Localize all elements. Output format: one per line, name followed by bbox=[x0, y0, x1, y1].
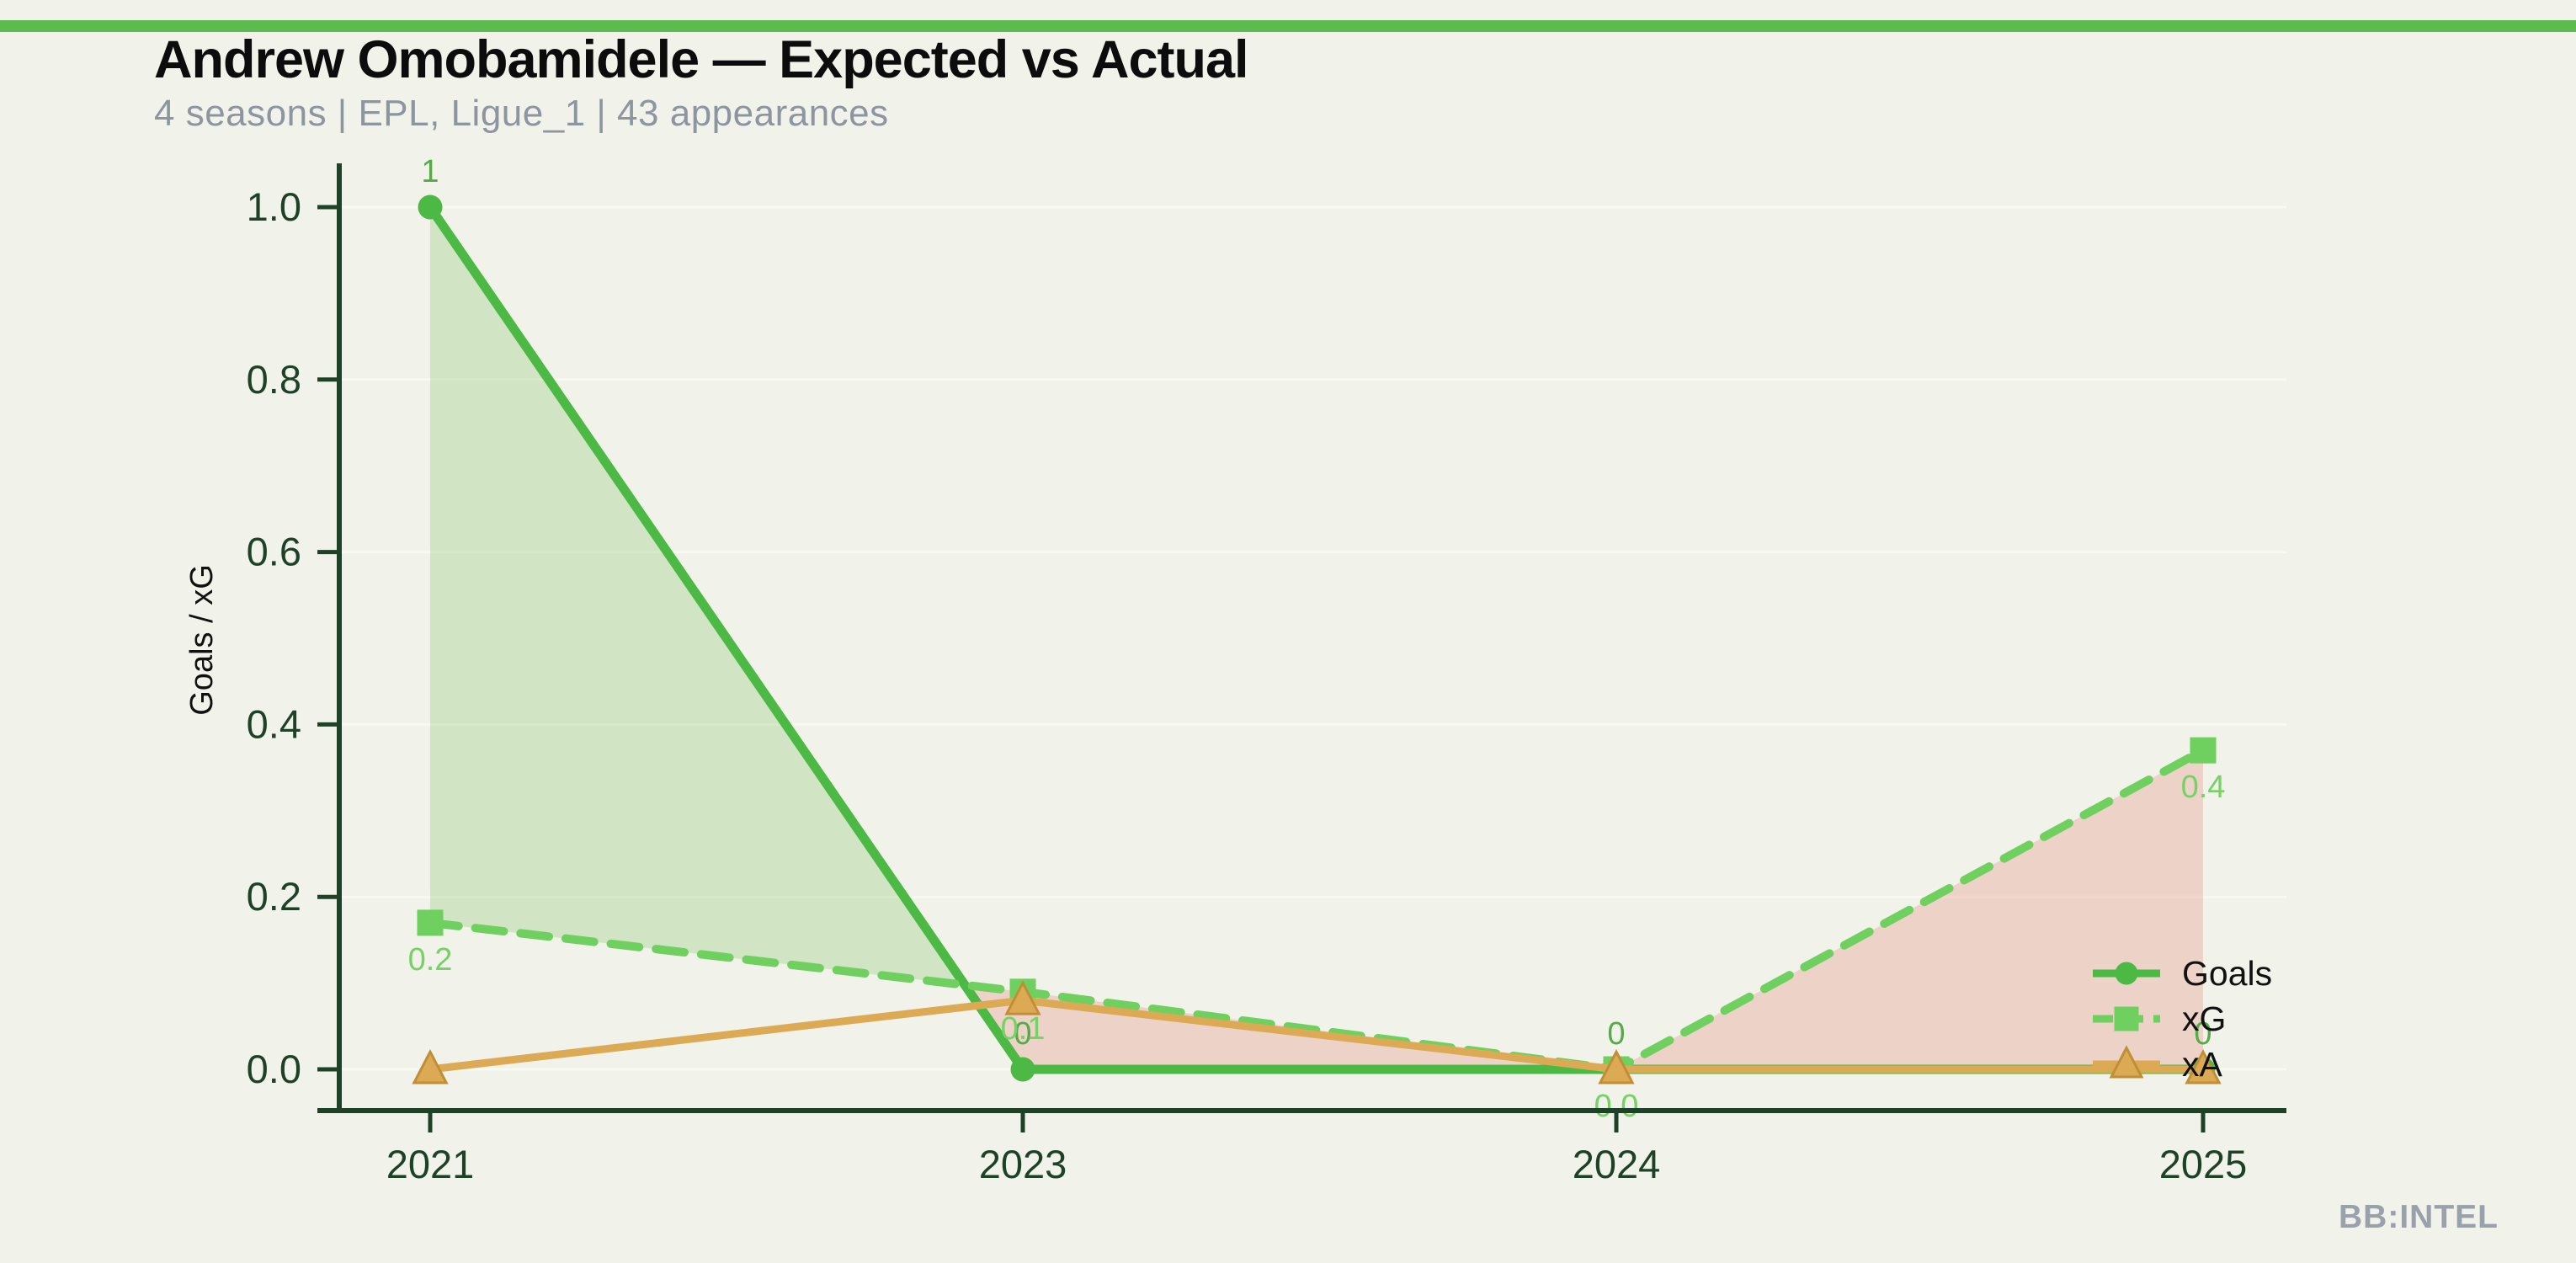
xg-line bbox=[426, 746, 2207, 1074]
xg-point-label: 0.4 bbox=[2181, 770, 2226, 805]
y-tick-label: 1.0 bbox=[247, 184, 301, 229]
accent-top-bar bbox=[0, 20, 2576, 32]
x-tick-label: 2025 bbox=[2159, 1142, 2248, 1186]
x-tick-label: 2021 bbox=[386, 1142, 475, 1186]
xa-marker bbox=[1598, 1048, 1635, 1084]
page-title: Andrew Omobamidele — Expected vs Actual bbox=[154, 30, 1249, 89]
legend-marker bbox=[2115, 962, 2138, 985]
y-tick-label: 0.4 bbox=[247, 701, 301, 746]
legend-marker bbox=[2109, 1045, 2144, 1079]
legend-item-xg: xG bbox=[2093, 999, 2226, 1038]
brand-watermark: BB:INTEL bbox=[2339, 1199, 2499, 1235]
xg-marker bbox=[2190, 737, 2217, 764]
y-axis-title: Goals / xG bbox=[184, 564, 220, 716]
legend-label: xA bbox=[2182, 1045, 2223, 1084]
xa-marker bbox=[412, 1048, 449, 1084]
y-tick-label: 0.8 bbox=[247, 357, 301, 402]
legend-label: xG bbox=[2182, 999, 2226, 1038]
legend-item-xa: xA bbox=[2093, 1045, 2223, 1084]
goals-point-label: 0 bbox=[2194, 1016, 2211, 1052]
goals-marker bbox=[1010, 1057, 1035, 1082]
xa-line bbox=[426, 996, 2207, 1074]
goals-point-label: 1 bbox=[421, 154, 439, 189]
goals-point-label: 0 bbox=[1014, 1016, 1031, 1052]
legend-marker bbox=[2114, 1006, 2139, 1031]
goals-marker bbox=[418, 195, 443, 220]
y-tick-label: 0.0 bbox=[247, 1047, 301, 1091]
y-tick-label: 0.2 bbox=[247, 874, 301, 919]
chart-header: Andrew Omobamidele — Expected vs Actual … bbox=[154, 30, 1249, 135]
xg-point-label: 0.1 bbox=[1001, 1011, 1046, 1047]
xa-marker bbox=[2185, 1048, 2222, 1084]
x-tick-label: 2023 bbox=[979, 1142, 1067, 1186]
y-tick-label: 0.6 bbox=[247, 530, 301, 574]
goals-point-label: 0 bbox=[1607, 1016, 1625, 1052]
page-subtitle: 4 seasons | EPL, Ligue_1 | 43 appearance… bbox=[154, 93, 889, 135]
legend-label: Goals bbox=[2182, 954, 2272, 993]
xa-marker bbox=[1004, 980, 1041, 1015]
x-tick-label: 2024 bbox=[1573, 1142, 1661, 1186]
xg-marker bbox=[417, 909, 444, 936]
legend-item-goals: Goals bbox=[2093, 954, 2272, 993]
xg-point-label: 0.2 bbox=[408, 942, 453, 978]
